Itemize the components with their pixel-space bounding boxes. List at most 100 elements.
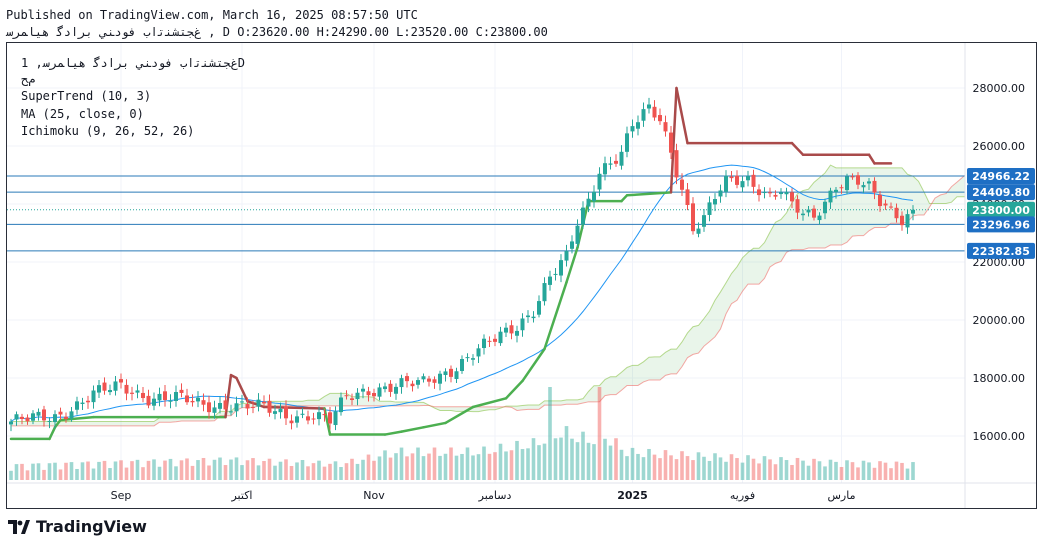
candle-body [471,358,475,360]
candle-body [377,387,382,397]
price-chart[interactable]: 16000.0018000.0020000.0022000.0024000.00… [7,43,1036,508]
volume-bar [641,457,646,480]
candle-body [80,402,85,404]
candle-body [647,104,651,109]
volume-bar [564,426,569,480]
volume-bar [218,457,222,480]
volume-bar [388,457,393,480]
volume-bar [141,467,145,480]
candle-body [581,207,585,225]
volume-bar [278,461,283,480]
volume-bar [537,445,541,480]
candle-body [757,189,761,196]
volume-bar [685,456,690,480]
volume-bar [652,454,657,480]
symbol-subtitle: ﻡﺢ [21,72,36,86]
candle-body [383,386,387,390]
supertrend-segment [262,405,326,410]
candle-body [130,392,134,394]
volume-bar [592,444,596,480]
volume-bar [196,460,200,480]
candle-body [663,122,668,132]
volume-bar [889,468,893,480]
candle-body [608,163,613,165]
supertrend-segment [669,86,678,194]
volume-bar [25,470,30,480]
tradingview-logo[interactable]: TradingView [8,517,147,536]
candle-body [625,133,629,152]
volume-bar [872,467,877,480]
plot-area [7,43,965,483]
candle-body [284,406,288,419]
volume-bar [234,457,239,480]
volume-bar [471,455,475,480]
candle-body [713,199,717,205]
indicator-ma[interactable]: MA (25, close, 0) [21,107,144,121]
volume-bar [553,438,558,480]
candle-body [828,190,833,203]
volume-bar [790,464,794,480]
price-label-text: 24966.22 [972,170,1030,183]
volume-bar [801,460,805,480]
candle-body [900,215,904,226]
volume-bar [559,437,563,480]
candle-body [520,318,525,331]
volume-bar [812,458,816,480]
indicator-supertrend[interactable]: SuperTrend (10, 3) [21,89,152,103]
y-tick-label: 20000.00 [973,314,1026,327]
volume-bar [905,468,910,480]
volume-bar [735,458,739,480]
candle-body [36,411,41,416]
volume-bar [823,466,827,480]
candle-body [779,192,783,195]
volume-bar [174,466,178,480]
chart-frame[interactable]: 16000.0018000.0020000.0022000.0024000.00… [6,42,1037,509]
volume-bar [273,465,277,480]
volume-bar [702,456,706,480]
candle-body [339,397,343,413]
indicator-ichimoku[interactable]: Ichimoku (9, 26, 52, 26) [21,124,195,138]
volume-bar [157,466,162,480]
candle-body [388,383,393,392]
volume-bar [251,458,255,480]
candle-body [350,398,354,401]
volume-bar [75,468,79,480]
candle-body [185,395,189,403]
candle-body [47,420,52,422]
candle-body [817,215,822,221]
candle-body [872,180,877,193]
candle-body [190,400,195,403]
candle-body [399,378,404,388]
candle-body [751,174,756,187]
candle-body [223,400,228,410]
candle-body [691,203,695,232]
candle-body [355,392,360,400]
candle-body [108,390,112,393]
volume-bar [317,460,321,480]
candle-body [812,208,816,218]
candle-body [553,273,558,275]
supertrend-segment [867,153,876,165]
volume-bar [636,453,640,480]
volume-bar [548,387,552,480]
volume-bar [482,446,486,480]
volume-bar [520,449,525,480]
volume-bar [135,459,140,480]
candle-body [234,403,239,412]
supertrend-segment [53,418,62,429]
candle-body [795,199,800,213]
volume-bar [751,458,756,480]
volume-bar [300,460,305,480]
volume-bar [696,452,701,480]
tradingview-logo-icon [8,519,30,534]
candle-body [905,214,910,228]
x-tick-label: فوریه [730,489,755,502]
candle-body [124,384,129,394]
candle-body [603,163,607,175]
candle-body [438,373,442,384]
price-label-badge [967,167,1035,184]
candle-body [75,401,79,410]
volume-bar [108,468,112,480]
volume-bar [707,460,712,480]
candle-body [597,173,602,190]
